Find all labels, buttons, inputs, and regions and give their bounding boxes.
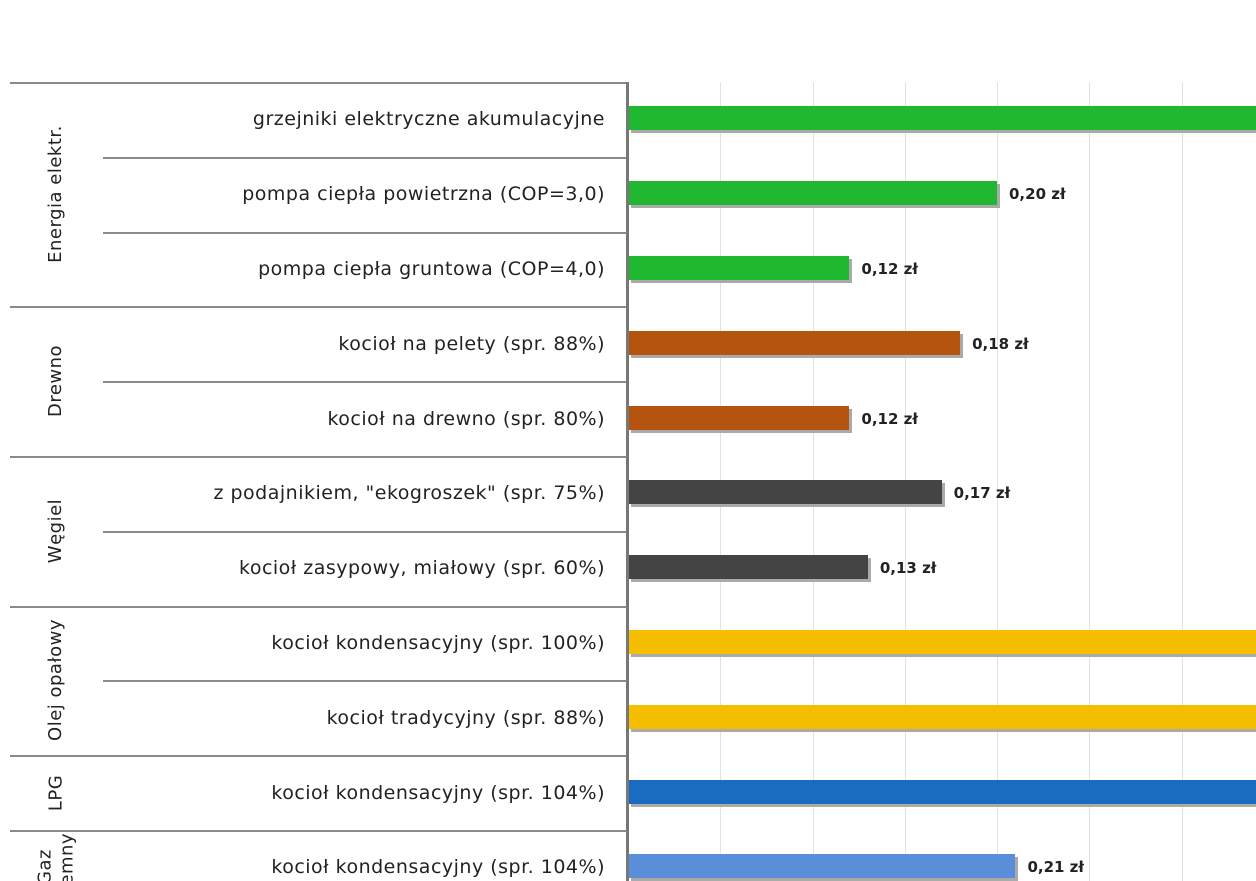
bar xyxy=(628,555,868,580)
bar xyxy=(628,704,1256,729)
row-divider xyxy=(103,156,628,159)
category-label: kocioł kondensacyjny (spr. 100%) xyxy=(271,632,605,654)
group-label: Energia elektr. xyxy=(45,125,67,264)
value-label: 0,18 zł xyxy=(972,334,1029,353)
row-divider xyxy=(103,231,628,234)
value-label: 0,17 zł xyxy=(953,484,1011,503)
group-divider xyxy=(10,456,628,458)
group-label: LPG xyxy=(44,774,66,811)
bar xyxy=(628,256,850,280)
group-divider xyxy=(10,605,628,608)
category-label: z podajnikiem, "ekogroszek" (spr. 75%) xyxy=(213,482,605,505)
value-label: 0,12 zł xyxy=(861,260,918,278)
bar xyxy=(628,405,850,430)
category-label: kocioł zasypowy, miałowy (spr. 60%) xyxy=(239,557,605,580)
axis-line xyxy=(626,82,629,881)
bar xyxy=(628,630,1256,654)
group-label: Gaz ziemny xyxy=(33,833,77,881)
bar xyxy=(628,480,942,505)
row-divider xyxy=(103,381,628,384)
category-label: kocioł kondensacyjny (spr. 104%) xyxy=(271,781,605,804)
bar xyxy=(628,181,997,206)
bar xyxy=(628,779,1256,804)
group-label: Olej opałowy xyxy=(45,619,66,742)
category-label: kocioł kondensacyjny (spr. 104%) xyxy=(271,856,605,879)
grid-line xyxy=(1181,82,1183,881)
group-divider xyxy=(10,306,628,309)
row-divider xyxy=(103,530,628,533)
group-divider xyxy=(10,830,628,832)
category-label: kocioł na pelety (spr. 88%) xyxy=(338,332,605,355)
value-label: 0,20 zł xyxy=(1009,185,1066,204)
bar xyxy=(628,854,1016,879)
value-label: 0,12 zł xyxy=(861,409,918,428)
value-label: 0,21 zł xyxy=(1027,858,1084,877)
grid-line xyxy=(1089,82,1091,881)
row-divider xyxy=(103,680,628,683)
category-label: pompa ciepła powietrzna (COP=3,0) xyxy=(242,183,605,206)
group-label: Węgiel xyxy=(45,498,66,563)
grid-line xyxy=(997,82,998,881)
group-label: Drewno xyxy=(45,345,66,418)
category-label: grzejniki elektryczne akumulacyjne xyxy=(252,108,605,131)
value-label: 0,13 zł xyxy=(879,559,937,578)
bar xyxy=(628,330,961,355)
plot-area: 0,20 zł 0,12 zł 0,18 zł 0,12 zł 0,17 zł 0,13 … xyxy=(628,0,1256,881)
category-label: kocioł na drewno (spr. 80%) xyxy=(327,407,605,430)
group-divider xyxy=(10,82,628,84)
bar xyxy=(628,106,1256,131)
category-label: kocioł tradycyjny (spr. 88%) xyxy=(326,706,605,729)
group-divider xyxy=(10,755,628,758)
category-label: pompa ciepła gruntowa (COP=4,0) xyxy=(258,258,605,280)
